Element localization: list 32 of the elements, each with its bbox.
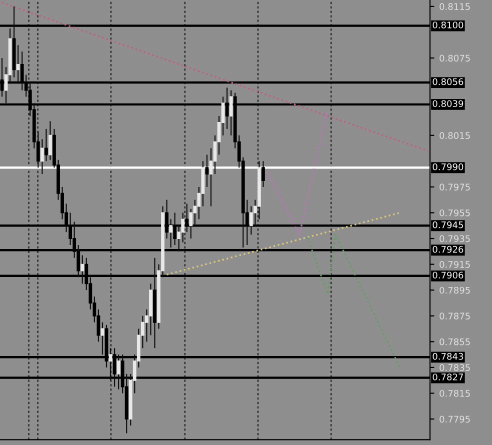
line-series <box>306 234 401 368</box>
ref-line-label: 0.7926 <box>432 246 464 253</box>
ref-line-label: 0.7827 <box>432 374 463 380</box>
ref-line-label: 0.7906 <box>432 272 464 279</box>
ref-line-label: 0.8100 <box>432 22 464 28</box>
y-tick-label: 0.7915 <box>440 261 470 268</box>
ref-line-label: 0.7990 <box>432 163 464 170</box>
ref-line-label: 0.7843 <box>432 352 464 360</box>
y-tick-label: 0.7815 <box>440 390 470 397</box>
candlestick <box>80 254 84 284</box>
y-tick-label: 0.7975 <box>440 184 470 191</box>
candlestick <box>169 218 172 248</box>
y-tick-label: 0.8075 <box>440 54 470 62</box>
candlestick <box>229 90 233 136</box>
y-tick-label: 0.8115 <box>440 3 470 10</box>
ref-line-label: 0.7945 <box>432 221 463 228</box>
candlestick <box>116 354 120 390</box>
candlestick <box>44 128 48 162</box>
candlestick <box>205 154 209 188</box>
y-tick-label: 0.8015 <box>440 132 470 139</box>
ref-line-label: 0.8056 <box>432 78 464 86</box>
y-tick-label: 0.7855 <box>440 338 470 346</box>
y-tick-label: 0.7895 <box>440 286 470 294</box>
y-tick-label: 0.7875 <box>440 312 470 320</box>
ref-line-label: 0.8039 <box>432 100 464 108</box>
y-tick-label: 0.7955 <box>440 209 470 216</box>
y-tick-label: 0.7935 <box>440 235 470 242</box>
y-tick-label: 0.7795 <box>440 416 470 423</box>
candlestick <box>262 160 265 188</box>
candlestick <box>48 120 52 160</box>
y-tick-label: 0.7835 <box>440 364 470 372</box>
candlestick <box>16 44 20 84</box>
